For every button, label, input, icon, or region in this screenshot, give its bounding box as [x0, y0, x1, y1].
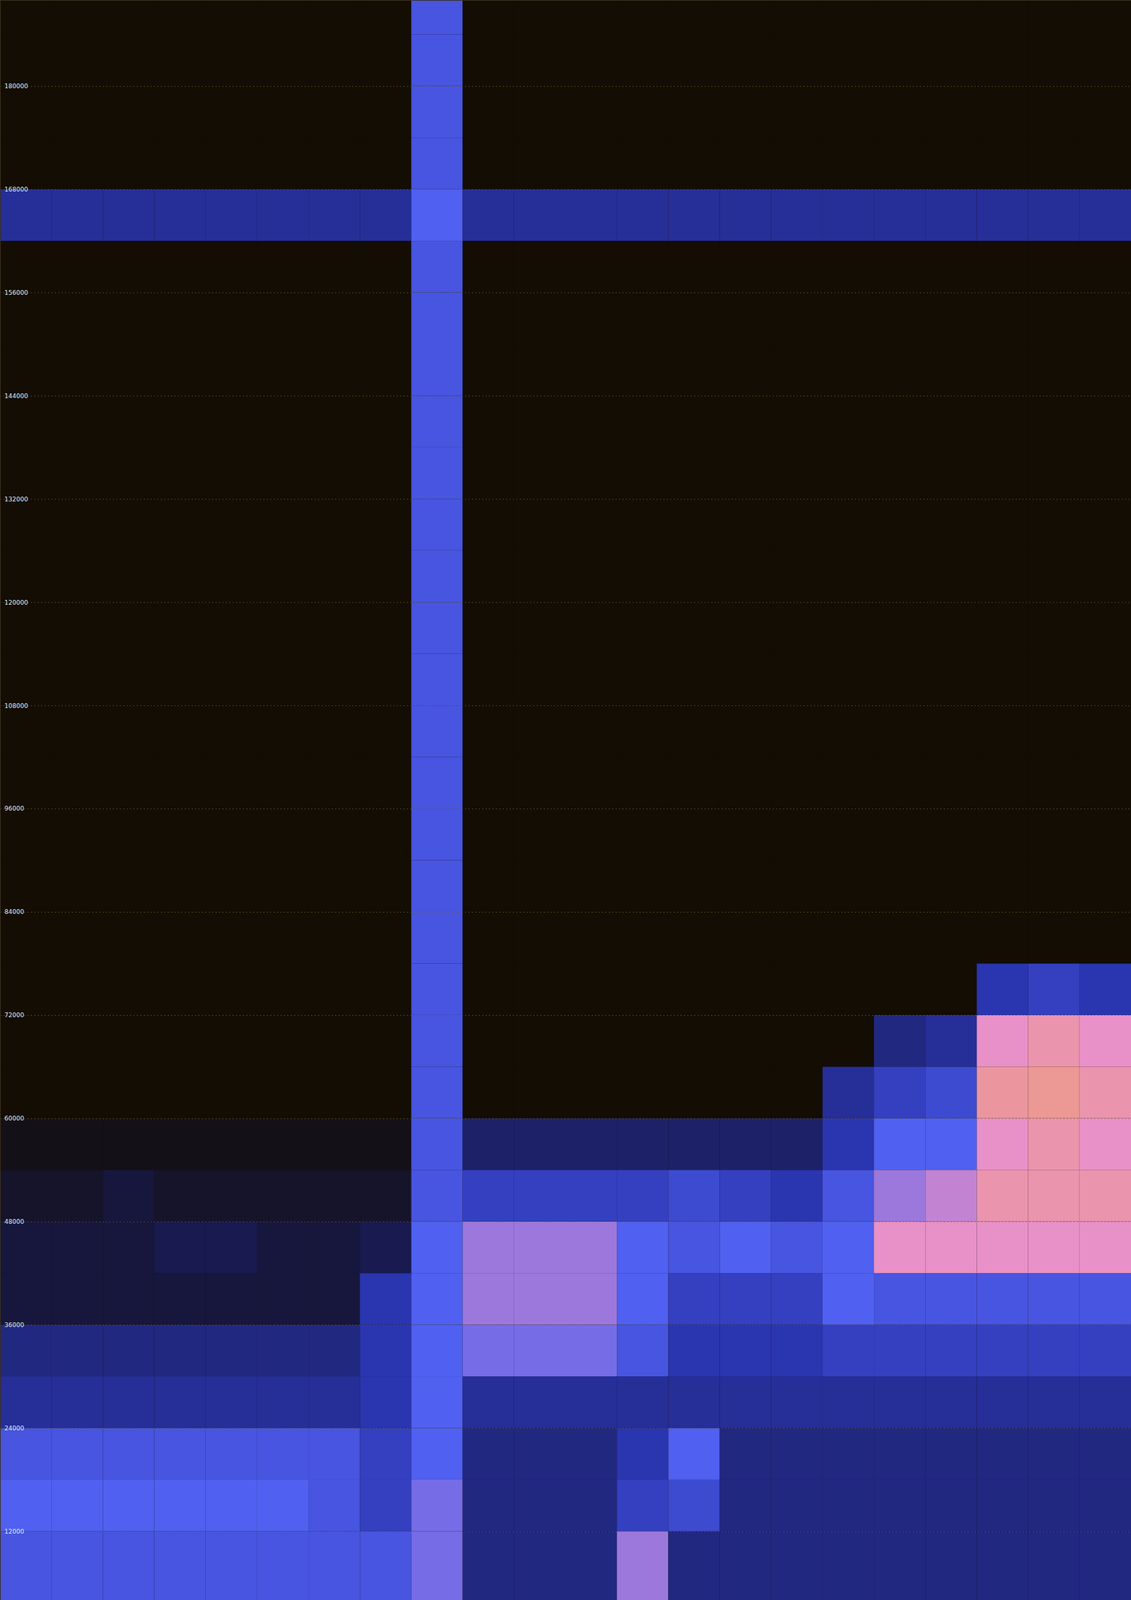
svg-text:108000: 108000 [4, 702, 29, 710]
svg-text:132000: 132000 [4, 495, 29, 503]
svg-text:48000: 48000 [4, 1217, 25, 1225]
svg-text:168000: 168000 [4, 185, 29, 193]
svg-text:84000: 84000 [4, 908, 25, 915]
svg-text:24000: 24000 [4, 1424, 25, 1432]
svg-text:156000: 156000 [4, 289, 29, 297]
svg-text:12000: 12000 [4, 1527, 25, 1535]
svg-text:72000: 72000 [4, 1011, 25, 1019]
svg-text:60000: 60000 [4, 1114, 25, 1122]
svg-text:120000: 120000 [4, 599, 29, 606]
svg-text:96000: 96000 [4, 804, 25, 812]
svg-text:180000: 180000 [4, 82, 29, 90]
svg-text:36000: 36000 [4, 1321, 25, 1328]
svg-text:144000: 144000 [4, 392, 29, 400]
